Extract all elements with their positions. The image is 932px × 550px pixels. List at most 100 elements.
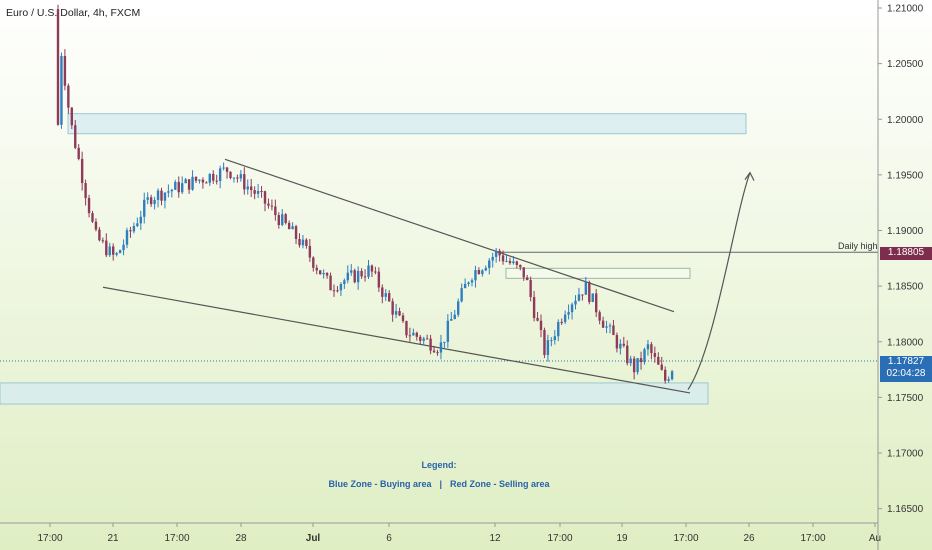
candle-body	[584, 282, 588, 295]
candle-61	[263, 190, 267, 212]
candle-body	[115, 253, 118, 255]
upper-blue-zone	[67, 113, 747, 135]
candle-body	[181, 183, 184, 193]
candle-body	[360, 270, 363, 277]
candle-157	[595, 289, 598, 317]
price-tick-label: 1.20000	[887, 115, 924, 126]
candle-62	[267, 198, 270, 209]
candle-63	[270, 199, 274, 211]
candle-body	[163, 192, 167, 201]
candle-27	[146, 192, 149, 205]
candle-88	[356, 266, 360, 290]
candle-56	[246, 179, 249, 195]
candle-body	[122, 244, 125, 251]
candle-48	[218, 165, 222, 189]
candle-body	[274, 206, 277, 216]
candle-body	[646, 344, 650, 350]
candle-body	[63, 55, 67, 86]
candle-body	[343, 280, 346, 284]
candle-body	[91, 213, 94, 222]
candle-132	[508, 257, 512, 265]
candle-131	[505, 254, 508, 263]
countdown-timer: 02:04:28	[886, 368, 926, 379]
candle-body	[429, 338, 432, 351]
current-price-value: 1.17827	[887, 356, 925, 367]
candle-body	[467, 282, 470, 284]
candle-5	[70, 107, 73, 130]
candle-body	[443, 341, 446, 343]
time-tick-label: 17:00	[37, 533, 62, 544]
candle-body	[384, 293, 387, 297]
candle-body	[650, 344, 653, 354]
candle-body	[470, 280, 474, 283]
candle-51	[229, 171, 232, 180]
candle-body	[132, 226, 136, 232]
candle-168	[632, 356, 636, 380]
candle-178	[667, 376, 670, 383]
candle-77	[319, 270, 322, 275]
candle-body	[474, 270, 477, 281]
candle-body	[567, 312, 570, 315]
candle-59	[256, 183, 260, 199]
candle-89	[360, 268, 363, 279]
daily-high-label: Daily high	[838, 241, 878, 251]
candle-33	[167, 184, 170, 198]
candle-3	[63, 49, 67, 91]
candle-50	[225, 166, 229, 179]
candle-125	[484, 265, 487, 272]
candle-8	[80, 151, 84, 191]
candle-body	[191, 176, 194, 190]
candle-38	[184, 177, 187, 184]
candle-28	[149, 194, 153, 207]
candle-81	[332, 284, 336, 297]
candle-body	[522, 267, 525, 278]
candle-body	[367, 265, 370, 277]
candle-body	[80, 158, 84, 184]
candle-101	[401, 312, 405, 324]
candle-body	[218, 168, 222, 181]
candle-97	[388, 290, 391, 302]
candle-126	[488, 258, 491, 275]
candle-79	[325, 272, 329, 279]
candle-body	[491, 256, 494, 261]
candle-body	[267, 203, 270, 206]
candle-6	[74, 119, 77, 150]
candle-body	[519, 264, 522, 268]
candle-146	[557, 319, 560, 342]
candle-body	[112, 246, 115, 255]
legend-blue-zone: Blue Zone - Buying area	[328, 479, 432, 489]
candle-34	[170, 188, 174, 198]
candle-body	[615, 335, 619, 349]
candle-body	[591, 293, 594, 303]
candle-body	[450, 318, 453, 321]
projection-arrowhead	[744, 171, 755, 181]
candle-body	[350, 270, 353, 273]
candle-32	[163, 192, 167, 209]
candle-body	[419, 336, 422, 341]
candle-body	[105, 240, 108, 256]
candle-66	[281, 209, 284, 227]
candle-78	[322, 269, 325, 279]
candle-161	[608, 323, 612, 334]
candle-body	[560, 321, 563, 323]
candle-21	[125, 227, 129, 249]
candle-170	[639, 351, 643, 370]
candle-52	[232, 177, 236, 183]
candle-23	[132, 222, 136, 234]
candle-113	[443, 341, 446, 349]
candle-body	[77, 147, 80, 159]
candle-142	[543, 327, 546, 358]
candle-15	[105, 233, 108, 258]
candle-body	[215, 180, 218, 182]
candle-body	[398, 311, 401, 316]
candle-body	[312, 257, 315, 268]
candle-134	[515, 260, 519, 269]
candle-body	[581, 294, 584, 296]
candle-24	[136, 217, 139, 228]
current-price-tag: 1.17827 02:04:28	[880, 356, 932, 382]
candle-body	[457, 301, 460, 315]
candle-body	[98, 229, 101, 241]
candle-41	[194, 176, 198, 183]
candle-body	[301, 239, 305, 246]
